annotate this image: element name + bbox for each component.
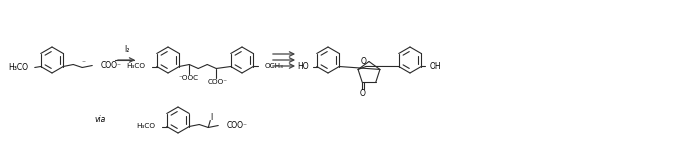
Text: OH: OH [429,62,441,71]
Text: COO⁻: COO⁻ [227,121,248,130]
Text: OCH₃: OCH₃ [265,63,284,69]
Text: H₃CO: H₃CO [126,63,145,69]
Text: O: O [360,57,367,66]
Text: H₃CO: H₃CO [8,63,28,72]
Text: H₃CO: H₃CO [136,123,155,129]
Text: O: O [359,89,365,98]
Text: I: I [210,113,213,122]
Text: ⁻: ⁻ [81,58,85,67]
Text: COO⁻: COO⁻ [207,78,227,84]
Text: ⁻OOC: ⁻OOC [178,75,198,81]
Text: I₂: I₂ [124,45,129,54]
Text: HO: HO [297,62,308,71]
Text: via: via [95,116,105,124]
Text: COO⁻: COO⁻ [101,61,121,70]
